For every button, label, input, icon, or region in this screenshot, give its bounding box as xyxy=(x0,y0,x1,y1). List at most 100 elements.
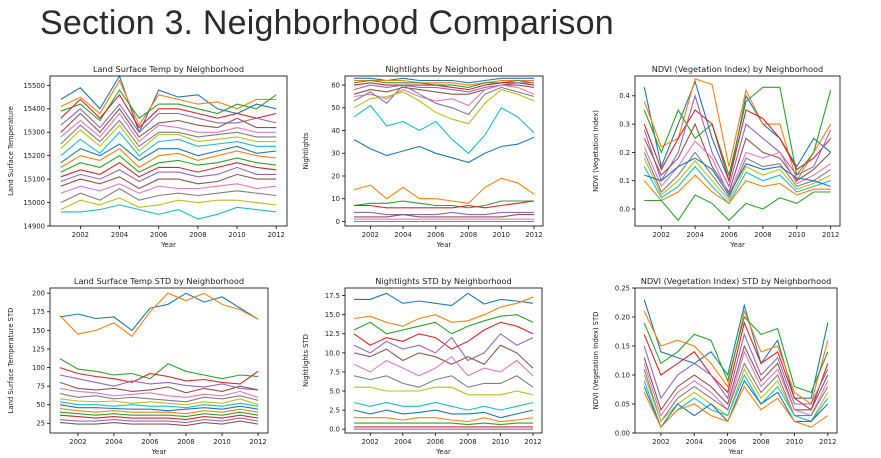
x-tick-label: 2004 xyxy=(686,231,703,239)
y-axis-label: Nightlights xyxy=(302,132,310,169)
series-line-12 xyxy=(59,407,259,415)
x-axis-label: Year xyxy=(729,241,745,249)
series-line-6 xyxy=(643,344,829,412)
series-line-9 xyxy=(59,398,259,406)
x-tick-label: 2010 xyxy=(228,231,245,239)
y-tick-label: 15500 xyxy=(23,82,45,90)
x-tick-label: 2002 xyxy=(652,438,669,446)
chart-ndvi-std: NDVI (Vegetation Index) STD by Neighborh… xyxy=(592,276,838,456)
y-tick-label: 15100 xyxy=(23,176,45,184)
y-tick-label: 15200 xyxy=(23,152,45,160)
y-tick-label: 15400 xyxy=(23,105,45,113)
series-line-8 xyxy=(59,393,259,403)
plot-frame xyxy=(634,287,838,434)
x-tick-label: 2006 xyxy=(427,231,444,239)
y-tick-label: 7.5 xyxy=(329,368,340,376)
series-line-10 xyxy=(59,401,259,409)
y-tick-label: 15300 xyxy=(23,129,45,137)
series-line-2 xyxy=(353,296,534,327)
x-tick-label: 2012 xyxy=(268,231,285,239)
series-line-4 xyxy=(353,321,534,350)
x-tick-label: 2010 xyxy=(492,438,509,446)
y-tick-label: 100 xyxy=(32,364,45,372)
y-tick-label: 10 xyxy=(331,195,340,203)
series-line-14 xyxy=(354,200,535,209)
y-tick-label: 0.1 xyxy=(619,177,630,185)
y-axis-label: Land Surface Temperature xyxy=(7,106,15,196)
series-line-13 xyxy=(644,191,831,222)
x-tick-label: 2008 xyxy=(189,231,206,239)
series-line-17 xyxy=(60,183,277,194)
x-tick-label: 2012 xyxy=(249,438,266,446)
x-tick-label: 2004 xyxy=(111,231,128,239)
y-tick-label: 10.0 xyxy=(325,349,340,357)
series-line-13 xyxy=(354,422,533,426)
series-line-12 xyxy=(643,385,829,429)
series-line-7 xyxy=(353,84,535,107)
series-line-7 xyxy=(60,112,277,143)
x-tick-label: 2008 xyxy=(752,438,769,446)
series-line-11 xyxy=(60,143,277,164)
series-line-4 xyxy=(353,82,535,91)
chart-nightlights: Nightlights by Neighborhood 2002 2004 2006 2… xyxy=(302,64,544,249)
x-tick-label: 2010 xyxy=(493,231,510,239)
chart-land-surface-temp-std: Land Surface Temp STD by Neighborhood 200… xyxy=(7,276,269,456)
series-line-2 xyxy=(354,79,534,86)
y-tick-label: 0.05 xyxy=(615,400,630,408)
y-tick-label: 14900 xyxy=(23,222,45,230)
series-line-11 xyxy=(643,379,829,429)
y-tick-label: 2.5 xyxy=(329,407,340,415)
x-tick-label: 2006 xyxy=(141,438,158,446)
series-line-19 xyxy=(60,197,277,211)
series-line-18 xyxy=(60,187,277,204)
y-tick-label: 0.2 xyxy=(619,149,630,157)
series-line-15 xyxy=(59,417,259,424)
series-line-16 xyxy=(59,420,259,427)
series-line-10 xyxy=(60,131,277,157)
series-line-4 xyxy=(59,367,259,385)
series-line-8 xyxy=(353,84,535,116)
chart-title: NDVI (Vegetation Index) by Neighborhood xyxy=(652,64,823,74)
series-line-1 xyxy=(643,299,829,399)
x-tick-label: 2004 xyxy=(394,231,411,239)
series-line-8 xyxy=(60,119,277,148)
x-tick-label: 2010 xyxy=(788,231,805,239)
x-tick-label: 2002 xyxy=(362,438,379,446)
x-tick-label: 2006 xyxy=(720,231,737,239)
x-tick-label: 2006 xyxy=(150,231,167,239)
y-tick-label: 40 xyxy=(331,127,340,135)
series-line-11 xyxy=(353,136,535,163)
x-tick-label: 2002 xyxy=(362,231,379,239)
series-line-6 xyxy=(60,107,277,138)
series-line-13 xyxy=(60,155,277,173)
series-line-1 xyxy=(60,74,277,134)
series-line-11 xyxy=(353,409,534,419)
y-tick-label: 50 xyxy=(36,401,45,409)
series-line-12 xyxy=(354,417,534,423)
y-axis-label: Nightlights STD xyxy=(302,334,310,387)
series-line-5 xyxy=(643,93,832,188)
y-tick-label: 125 xyxy=(32,345,45,353)
plot-frame xyxy=(49,75,288,227)
x-tick-label: 2004 xyxy=(394,438,411,446)
plot-frame xyxy=(49,287,269,434)
x-axis-label: Year xyxy=(435,448,451,456)
y-tick-label: 15.0 xyxy=(325,311,340,319)
series-line-14 xyxy=(60,162,277,178)
series-line-9 xyxy=(60,124,277,152)
chart-title: Nightlights by Neighborhood xyxy=(385,64,502,74)
x-tick-label: 2012 xyxy=(525,231,542,239)
series-line-1 xyxy=(59,292,259,332)
y-tick-label: 15000 xyxy=(23,199,45,207)
y-tick-label: 0 xyxy=(336,218,340,226)
series-line-12 xyxy=(60,148,277,169)
series-line-7 xyxy=(59,387,259,398)
x-tick-label: 2008 xyxy=(459,438,476,446)
x-tick-label: 2012 xyxy=(819,438,836,446)
series-line-3 xyxy=(59,358,259,380)
series-line-12 xyxy=(353,177,535,204)
chart-title: NDVI (Vegetation Index) STD by Neighborh… xyxy=(641,276,832,286)
y-tick-label: 0.10 xyxy=(615,371,630,379)
series-line-10 xyxy=(353,401,534,411)
series-line-14 xyxy=(59,414,259,421)
